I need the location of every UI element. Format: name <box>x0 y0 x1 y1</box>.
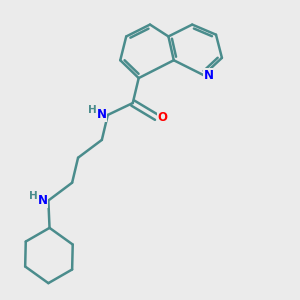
Text: N: N <box>204 69 214 82</box>
Text: N: N <box>38 194 47 207</box>
Text: N: N <box>97 108 107 122</box>
Text: H: H <box>88 105 97 115</box>
Text: O: O <box>158 111 167 124</box>
Text: H: H <box>29 191 38 201</box>
